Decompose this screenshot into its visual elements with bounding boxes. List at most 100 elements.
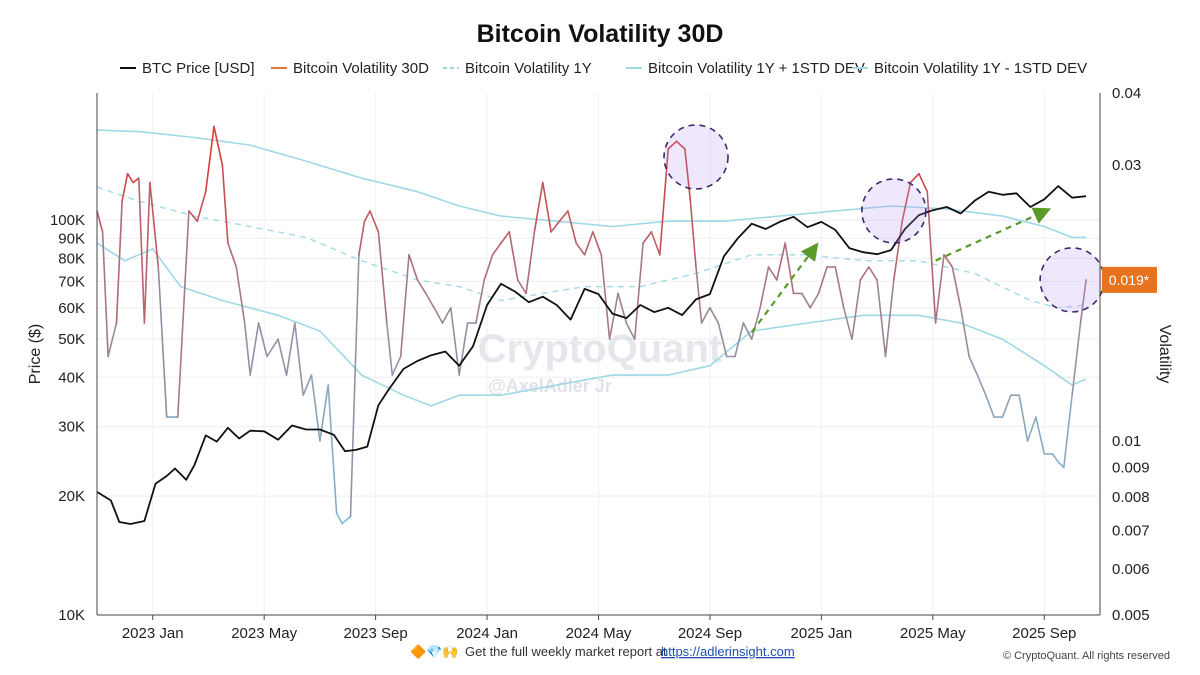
series-vol-30d-segment: [918, 172, 929, 193]
x-tick-label: 2025 May: [900, 625, 966, 642]
series-vol-30d-segment: [204, 125, 215, 193]
series-vol-30d-segment: [767, 266, 778, 281]
footer-link[interactable]: https://adlerinsight.com: [661, 644, 795, 659]
overlay-layer: 0.019*: [663, 124, 1157, 333]
highlight-circle: [1039, 247, 1105, 313]
series-vol-1y: [96, 186, 1087, 309]
series-vol-30d-segment: [550, 220, 561, 233]
series-vol-30d-segment: [227, 242, 238, 268]
series-vol-30d-segment: [1035, 416, 1046, 455]
left-tick-label: 70K: [58, 273, 85, 290]
series-vol-30d-segment: [689, 200, 697, 268]
series-vol-30d-segment: [984, 394, 995, 418]
x-tick-label: 2025 Sep: [1012, 625, 1076, 642]
series-vol-30d-segment: [943, 254, 954, 268]
legend-label: Bitcoin Volatility 1Y: [465, 60, 592, 77]
right-tick-label: 0.03: [1112, 157, 1141, 174]
series-vol-30d-segment: [951, 266, 962, 309]
series-vol-30d-segment: [285, 322, 296, 376]
watermark-brand: CryptoQuant: [478, 327, 722, 371]
series-vol-30d-segment: [213, 125, 224, 166]
series-vol-30d-segment: [500, 231, 511, 244]
right-tick-label: 0.007: [1112, 523, 1150, 540]
legend-label: BTC Price [USD]: [142, 60, 255, 77]
series-vol-30d-segment: [892, 220, 904, 281]
legend: BTC Price [USD] Bitcoin Volatility 30D Bit…: [120, 60, 1087, 77]
series-vol-30d-segment: [107, 322, 118, 358]
series-vol-30d-segment: [408, 254, 419, 281]
right-tick-label: 0.005: [1112, 607, 1150, 624]
series-vol-30d-segment: [667, 140, 678, 150]
series-vol-30d-segment: [695, 266, 703, 324]
series-vol-30d-segment: [433, 306, 444, 324]
series-vol-30d-segment: [177, 210, 190, 418]
series-vol-30d-segment: [221, 164, 229, 244]
series-vol-30d-segment: [369, 210, 380, 233]
left-tick-label: 50K: [58, 331, 85, 348]
right-tick-label: 0.008: [1112, 489, 1150, 506]
series-vol-30d-segment: [385, 322, 394, 376]
series-vol-30d-segment: [567, 210, 578, 244]
series-vol-30d-segment: [126, 172, 134, 184]
series-vol-30d-segment: [541, 181, 552, 233]
series-vol-30d-segment: [759, 266, 770, 309]
series-vol-30d-segment: [121, 172, 129, 202]
series-vol-30d-segment: [335, 512, 344, 525]
series-vol-30d-segment: [243, 322, 251, 376]
series-vol-30d-segment: [458, 322, 469, 376]
legend-label: Bitcoin Volatility 30D: [293, 60, 429, 77]
current-value-badge: [1102, 266, 1157, 293]
series-vol-30d-segment: [709, 306, 720, 324]
x-tick-label: 2023 Jan: [122, 625, 184, 642]
current-value-label: 0.019*: [1109, 272, 1150, 288]
x-tick-label: 2024 May: [566, 625, 632, 642]
series-vol-30d-segment: [533, 181, 544, 233]
right-tick-label: 0.009: [1112, 459, 1150, 476]
series-vol-30d-segment: [310, 374, 321, 442]
series-vol-30d-segment: [575, 242, 586, 256]
series-vol-30d-segment: [257, 322, 268, 358]
left-tick-label: 100K: [50, 212, 85, 229]
left-tick-label: 10K: [58, 607, 85, 624]
series-vol-30d-segment: [600, 254, 611, 341]
footer-emoji: 🔶💎🙌: [410, 644, 459, 659]
series-vol-30d-segment: [132, 177, 140, 184]
series-vol-30d-segment: [96, 210, 104, 233]
series-vol-30d-segment: [302, 374, 313, 397]
series-vol-30d-segment: [358, 220, 366, 256]
series-vol-30d-segment: [1018, 394, 1029, 442]
series-vol-30d-segment: [149, 181, 160, 268]
series-vol-30d-segment: [327, 384, 338, 515]
series-btc-price: [96, 185, 1087, 525]
series-vol-30d-segment: [734, 322, 745, 358]
legend-label: Bitcoin Volatility 1Y + 1STD DEV: [648, 60, 865, 77]
trend-arrow: [935, 207, 1052, 262]
right-tick-label: 0.01: [1112, 433, 1141, 450]
chart-title: Bitcoin Volatility 30D: [477, 20, 724, 48]
series-vol-30d-segment: [441, 306, 452, 324]
series-vol-30d-segment: [483, 254, 494, 281]
series-vol-30d-segment: [341, 515, 352, 525]
right-axis-title: Volatility: [1156, 325, 1173, 384]
series-vol-30d-segment: [809, 292, 820, 309]
series-vol-30d-segment: [884, 279, 895, 358]
series-vol-30d-segment: [658, 148, 670, 256]
series-vol-30d-segment: [424, 292, 435, 309]
series-vol-1y-minus: [96, 242, 1087, 407]
series-vol-30d-segment: [491, 242, 502, 256]
series-vol-30d-segment: [834, 266, 845, 309]
series-vol-30d-segment: [196, 190, 207, 222]
left-tick-label: 60K: [58, 300, 85, 317]
series-vol-30d-segment: [1063, 394, 1073, 469]
series-vol-30d-segment: [399, 254, 410, 358]
series-vol-30d-segment: [742, 322, 753, 341]
series-vol-30d-segment: [558, 210, 569, 222]
series-vol-30d-segment: [684, 148, 692, 202]
series-vol-30d-segment: [934, 254, 945, 324]
footer: 🔶💎🙌 Get the full weekly market report at…: [410, 644, 1170, 662]
highlight-circle: [663, 124, 729, 190]
series-vol-30d-segment: [235, 266, 246, 324]
series-vol-30d-segment: [801, 292, 812, 309]
series-vol-30d-segment: [363, 210, 371, 222]
